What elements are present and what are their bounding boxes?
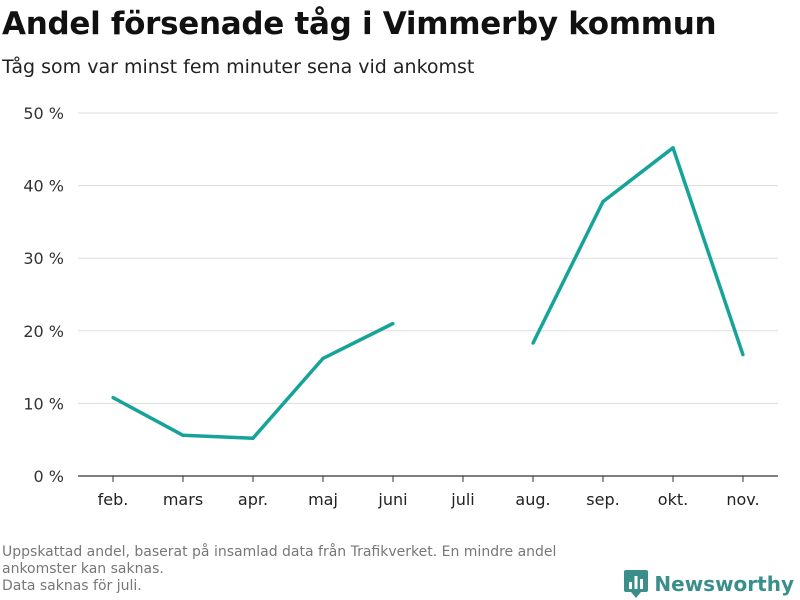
data-point-okt.: [671, 146, 675, 150]
footnote-line-2: ankomster kan saknas.: [2, 561, 164, 577]
y-tick-label-30: 30 %: [23, 249, 64, 268]
x-tick-label-7: sep.: [586, 490, 619, 509]
data-point-nov.: [741, 353, 745, 357]
y-tick-label-20: 20 %: [23, 322, 64, 341]
y-tick-label-40: 40 %: [23, 177, 64, 196]
x-tick-label-3: maj: [308, 490, 338, 509]
x-tick-label-0: feb.: [98, 490, 129, 509]
data-point-juni: [391, 321, 395, 326]
data-point-maj: [321, 356, 325, 360]
data-point-sep.: [601, 199, 605, 204]
line-chart: 0 % 10 % 20 % 30 % 40 % 50 % feb. mars apr. maj ju…: [23, 104, 778, 509]
data-point-aug.: [531, 341, 535, 345]
footnote-line-3: Data saknas för juli.: [2, 578, 142, 594]
x-tick-label-1: mars: [163, 490, 203, 509]
newsworthy-logo-icon: [624, 570, 649, 598]
x-tick-label-5: juli: [450, 490, 474, 509]
x-tick-label-4: juni: [377, 490, 407, 509]
data-point-feb.: [111, 395, 115, 400]
y-tick-label-50: 50 %: [23, 104, 64, 123]
data-point-apr.: [251, 436, 255, 440]
chart-title: Andel försenade tåg i Vimmerby kommun: [2, 6, 717, 42]
y-tick-label-10: 10 %: [23, 394, 64, 413]
x-tick-label-8: okt.: [658, 490, 688, 509]
brand-name: Newsworthy: [654, 572, 794, 596]
brand-logo: Newsworthy: [624, 570, 794, 598]
x-tick-label-9: nov.: [726, 490, 759, 509]
series-0-line-segment-1: [531, 146, 745, 356]
series-0-line-segment-0: [112, 321, 394, 440]
x-tick-label-6: aug.: [515, 490, 550, 509]
footnote-line-1: Uppskattad andel, baserat på insamlad da…: [2, 544, 557, 560]
data-point-mars: [181, 433, 185, 437]
footnote: Uppskattad andel, baserat på insamlad da…: [2, 544, 642, 595]
y-tick-label-0: 0 %: [34, 467, 64, 486]
chart-subtitle: Tåg som var minst fem minuter sena vid a…: [2, 56, 475, 78]
x-tick-label-2: apr.: [238, 490, 268, 509]
